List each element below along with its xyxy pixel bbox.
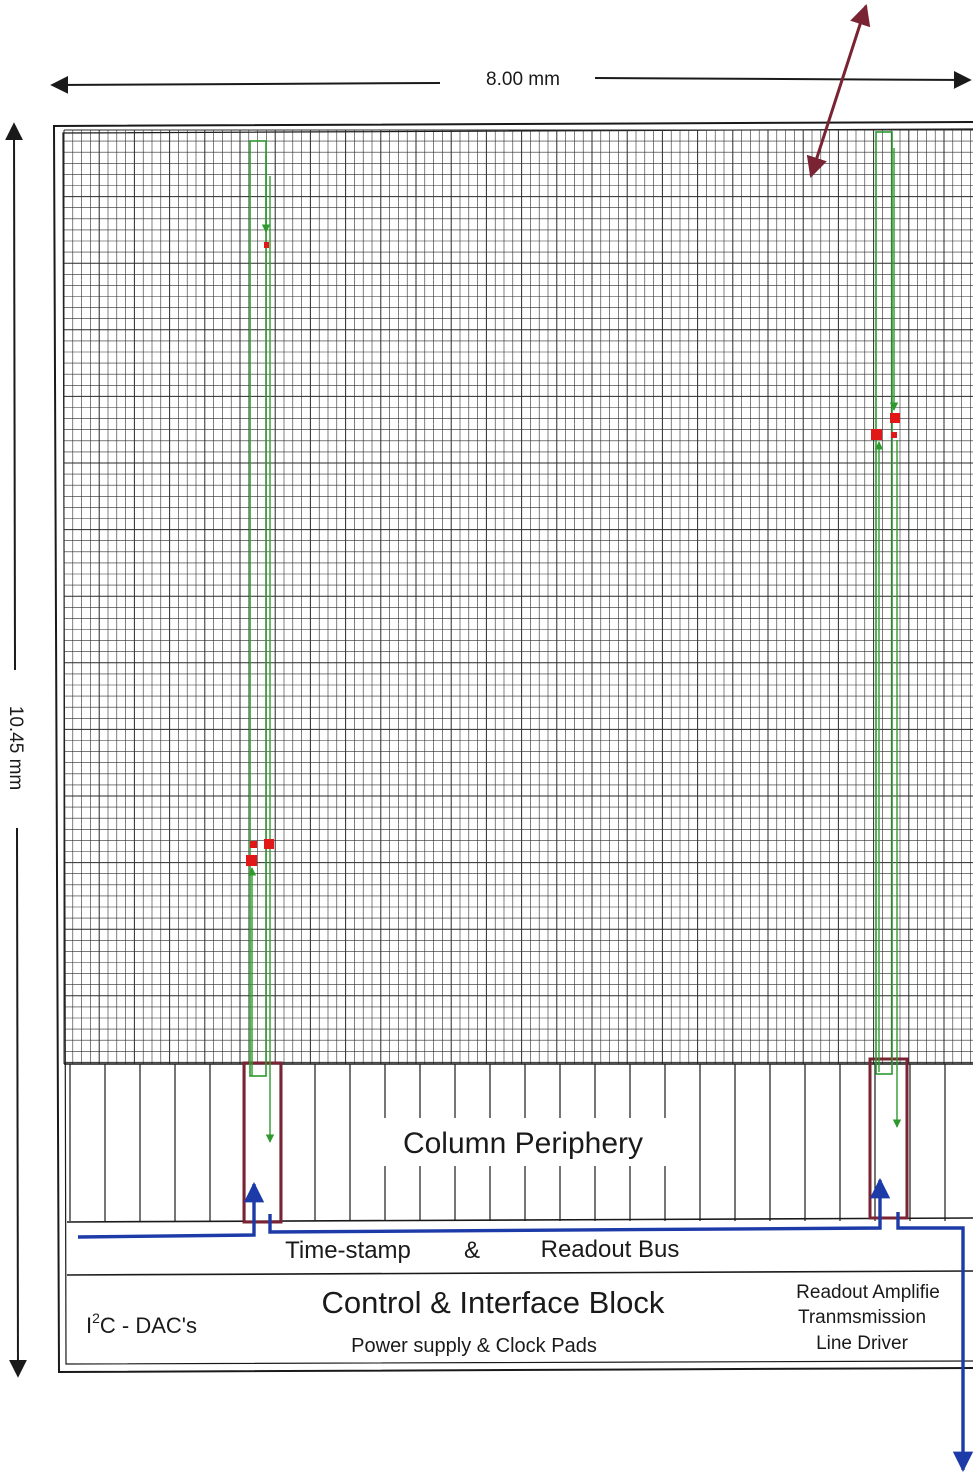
bus-and-control-frame bbox=[66, 1217, 973, 1276]
column-readout-left bbox=[242, 140, 283, 1224]
hit-pixel bbox=[264, 242, 269, 248]
column-readout-right bbox=[868, 131, 909, 1220]
dac-rest: C - DAC's bbox=[100, 1313, 197, 1338]
dac-prefix: I bbox=[86, 1313, 92, 1338]
height-label: 10.45 mm bbox=[5, 706, 26, 790]
control-subtitle: Power supply & Clock Pads bbox=[351, 1335, 597, 1357]
pixel-matrix bbox=[63, 129, 973, 1065]
height-dimension: 10.45 mm bbox=[5, 122, 27, 1378]
hit-pixel bbox=[246, 855, 257, 866]
dac-label: I2C - DAC's bbox=[86, 1310, 197, 1338]
readout-bus: Time-stamp & Readout Bus bbox=[285, 1236, 679, 1264]
bus-label-timestamp: Time-stamp bbox=[285, 1237, 411, 1264]
bus-label-amp: & bbox=[464, 1237, 480, 1264]
readout-amplifier-line1: Readout Amplifie bbox=[796, 1282, 940, 1303]
column-periphery: Column Periphery bbox=[69, 1064, 946, 1221]
pixel-pointer-arrow bbox=[806, 4, 871, 178]
width-dimension: 8.00 mm bbox=[50, 69, 972, 94]
readout-amplifier-line2: Tranmsmission bbox=[798, 1307, 926, 1328]
dac-superscript: 2 bbox=[92, 1310, 100, 1326]
hit-pixel bbox=[890, 413, 900, 423]
hit-pixel bbox=[264, 839, 274, 849]
bus-label-readout: Readout Bus bbox=[541, 1236, 680, 1263]
hit-pixel bbox=[250, 841, 257, 848]
hit-pixel bbox=[871, 429, 882, 440]
hit-pixel bbox=[891, 432, 897, 438]
control-title: Control & Interface Block bbox=[322, 1285, 665, 1320]
column-periphery-label: Column Periphery bbox=[403, 1127, 643, 1160]
readout-bus-path bbox=[77, 1177, 973, 1473]
width-label: 8.00 mm bbox=[486, 69, 560, 90]
readout-amplifier-line3: Line Driver bbox=[816, 1333, 909, 1354]
control-interface-block: Control & Interface Block Power supply &… bbox=[86, 1282, 940, 1357]
chip-outline bbox=[52, 121, 973, 1374]
